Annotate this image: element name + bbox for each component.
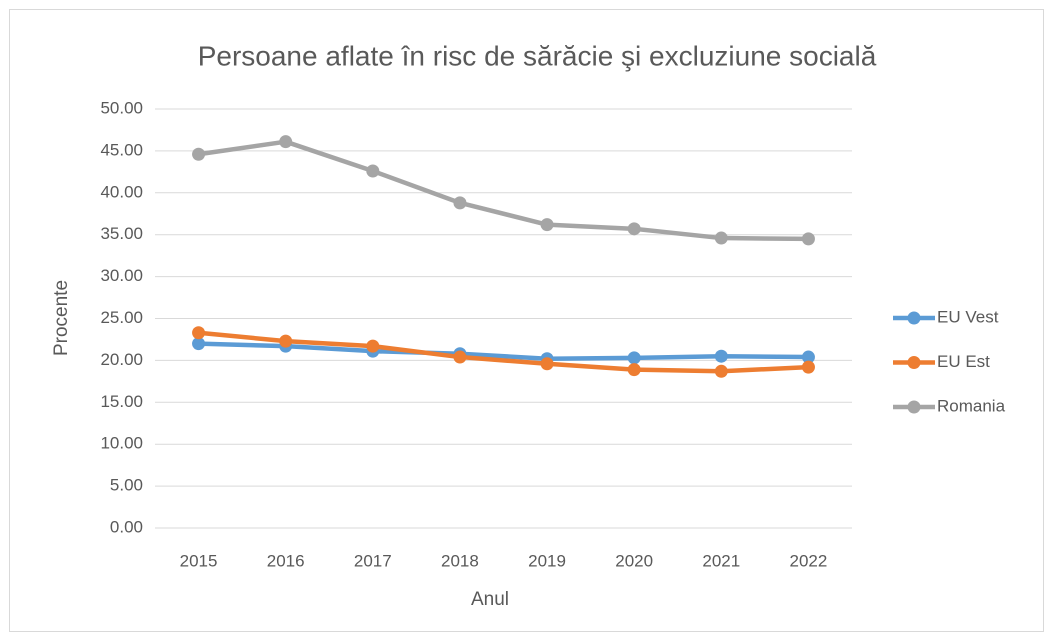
data-point — [453, 350, 467, 364]
y-axis-label: Procente — [51, 280, 72, 356]
series-line — [196, 139, 811, 242]
data-point — [627, 363, 641, 377]
x-tick-label: 2021 — [702, 551, 740, 570]
data-point — [801, 232, 815, 246]
legend-label: EU Est — [937, 352, 990, 371]
legend-label: EU Vest — [937, 307, 999, 326]
data-point — [192, 326, 206, 340]
data-point — [540, 218, 554, 232]
legend-marker — [907, 400, 921, 414]
legend-marker — [907, 356, 921, 369]
x-tick-label: 2016 — [267, 551, 305, 570]
y-tick-label: 50.00 — [100, 98, 143, 117]
data-point — [627, 222, 641, 236]
data-point — [801, 350, 815, 364]
x-tick-label: 2019 — [528, 551, 566, 570]
y-tick-label: 0.00 — [110, 517, 143, 536]
data-point — [192, 147, 206, 161]
y-tick-label: 30.00 — [100, 266, 143, 285]
y-tick-label: 5.00 — [110, 476, 143, 495]
chart-border — [9, 9, 1044, 632]
y-tick-label: 35.00 — [100, 224, 143, 243]
data-point — [714, 349, 728, 363]
x-tick-label: 2015 — [180, 551, 218, 570]
data-point — [801, 360, 815, 374]
y-tick-label: 40.00 — [100, 182, 143, 201]
data-point — [540, 357, 554, 371]
data-point — [627, 351, 641, 365]
data-point — [714, 231, 728, 245]
data-point — [366, 164, 380, 178]
chart-title: Persoane aflate în risc de sărăcie şi ex… — [198, 40, 877, 71]
y-tick-label: 20.00 — [100, 350, 143, 369]
series-line — [196, 330, 811, 374]
y-tick-label: 10.00 — [100, 434, 143, 453]
data-point — [453, 196, 467, 210]
data-point — [714, 364, 728, 378]
x-tick-label: 2018 — [441, 551, 479, 570]
data-point — [366, 339, 380, 353]
legend-marker — [907, 311, 921, 325]
y-tick-label: 45.00 — [100, 140, 143, 159]
data-point — [279, 334, 293, 348]
data-point — [279, 135, 293, 149]
x-axis-label: Anul — [471, 589, 509, 610]
y-tick-label: 15.00 — [100, 392, 143, 411]
y-tick-label: 25.00 — [100, 308, 143, 327]
x-tick-label: 2020 — [615, 551, 653, 570]
legend-label: Romania — [937, 396, 1006, 415]
x-tick-label: 2017 — [354, 551, 392, 570]
x-tick-label: 2022 — [790, 551, 828, 570]
data-point — [192, 337, 206, 351]
series-line — [196, 341, 811, 361]
